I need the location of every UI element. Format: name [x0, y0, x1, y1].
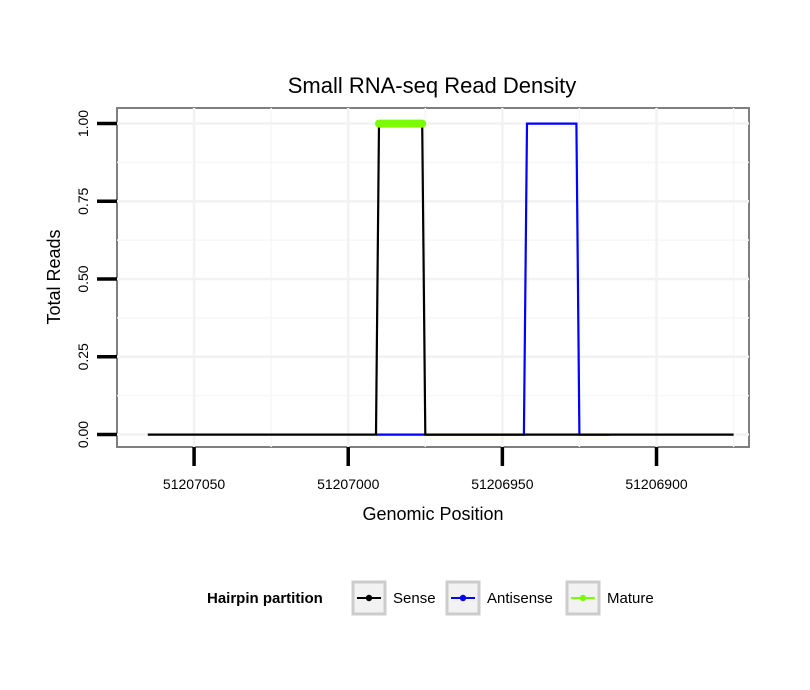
x-axis: 51207050 51207000 51206950 51206900: [163, 447, 688, 492]
x-axis-label: Genomic Position: [362, 504, 503, 524]
legend-title: Hairpin partition: [207, 590, 323, 607]
x-tick-label: 51207050: [163, 476, 226, 492]
chart-title: Small RNA-seq Read Density: [288, 73, 577, 98]
y-tick-label: 0.00: [75, 421, 91, 448]
legend-key-point-mature: [579, 594, 587, 602]
x-tick-label: 51206950: [471, 476, 534, 492]
y-tick-label: 0.50: [75, 265, 91, 292]
y-axis-label: Total Reads: [44, 229, 64, 324]
y-tick-label: 1.00: [75, 110, 91, 137]
x-tick-label: 51207000: [317, 476, 380, 492]
legend-label-mature: Mature: [607, 590, 654, 607]
legend-label-antisense: Antisense: [487, 590, 553, 607]
legend-label-sense: Sense: [393, 590, 436, 607]
legend: Hairpin partition Sense Antisense Mature: [207, 580, 654, 616]
y-axis: 0.00 0.25 0.50 0.75 1.00: [75, 110, 117, 448]
y-tick-label: 0.75: [75, 187, 91, 214]
y-tick-label: 0.25: [75, 343, 91, 370]
plot-panel: [116, 107, 750, 448]
legend-key-point-sense: [365, 594, 373, 602]
legend-key-point-antisense: [459, 594, 467, 602]
x-tick-label: 51206900: [625, 476, 688, 492]
series-lines: [147, 119, 734, 436]
